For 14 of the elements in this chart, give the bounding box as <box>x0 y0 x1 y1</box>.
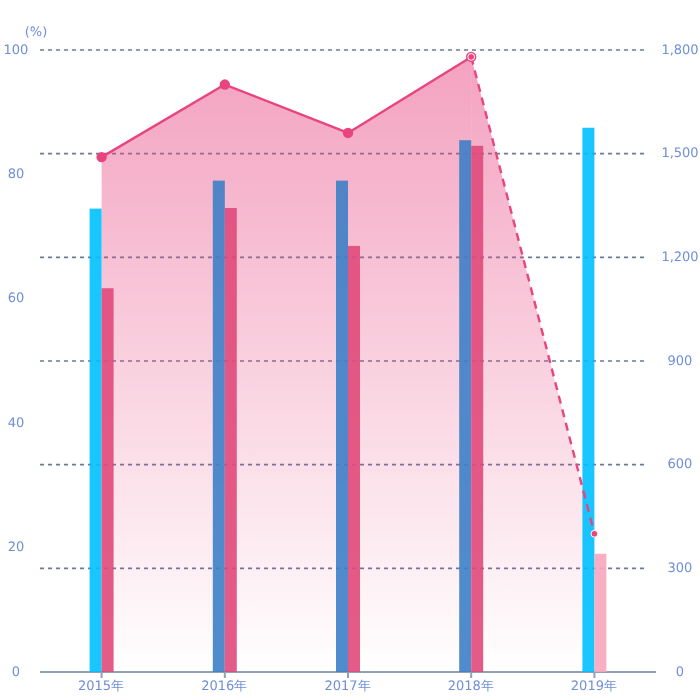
bar <box>89 208 102 672</box>
point <box>590 529 599 538</box>
bar <box>594 553 607 672</box>
point <box>342 127 354 139</box>
point <box>219 79 230 90</box>
point <box>96 151 107 163</box>
bar <box>582 127 595 672</box>
bar <box>336 180 348 672</box>
bar <box>459 140 472 672</box>
bar <box>471 145 484 672</box>
bar <box>101 288 114 672</box>
bar <box>348 245 360 672</box>
bar <box>224 207 237 672</box>
bar <box>212 180 225 672</box>
